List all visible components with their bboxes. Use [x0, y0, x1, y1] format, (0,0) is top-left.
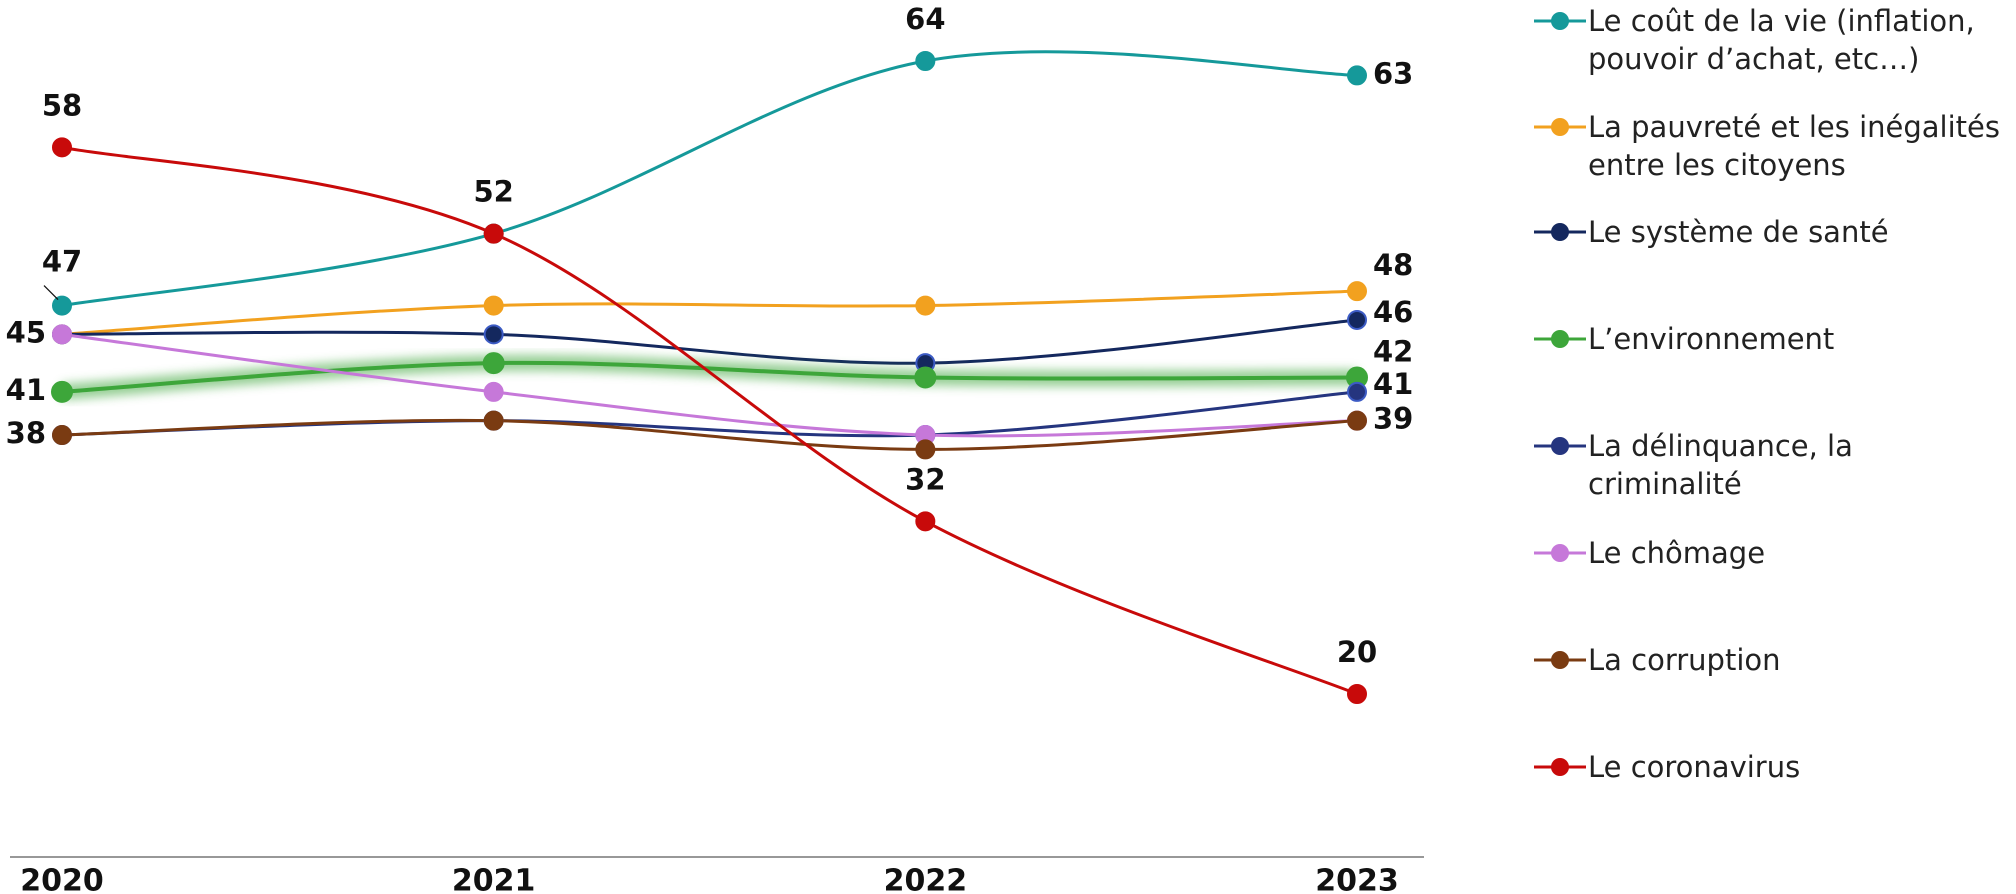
x-tick-label: 2020	[20, 864, 104, 894]
data-point	[485, 225, 503, 243]
x-tick-label: 2021	[452, 864, 536, 894]
legend-dot	[1551, 330, 1569, 348]
data-point	[916, 512, 934, 530]
series-line	[62, 420, 1357, 449]
data-label: 38	[6, 416, 46, 450]
legend-dot	[1551, 758, 1569, 776]
data-point	[916, 297, 934, 315]
legend-item: La corruption	[1532, 641, 2016, 679]
legend-label: Le système de santé	[1588, 213, 2008, 251]
series-line	[62, 363, 1357, 392]
series-line	[62, 147, 1357, 694]
legend-marker	[1532, 112, 1588, 142]
legend-marker	[1532, 645, 1588, 675]
legend-dot	[1551, 118, 1569, 136]
legend-marker	[1532, 431, 1588, 461]
data-point	[485, 383, 503, 401]
legend-item: La délinquance, la criminalité	[1532, 427, 2016, 503]
data-point	[485, 325, 503, 343]
data-point	[1348, 282, 1366, 300]
data-point	[1348, 311, 1366, 329]
data-label: 64	[905, 2, 945, 36]
data-point	[53, 138, 71, 156]
data-point	[1348, 685, 1366, 703]
data-point	[1348, 66, 1366, 84]
legend-label: Le coronavirus	[1588, 748, 2008, 786]
data-label: 58	[42, 88, 82, 122]
data-point	[916, 52, 934, 70]
legend-item: Le coronavirus	[1532, 748, 2016, 786]
legend-label: La corruption	[1588, 641, 2008, 679]
legend-label: La pauvreté et les inégalités entre les …	[1588, 108, 2008, 184]
data-label: 47	[42, 245, 82, 279]
data-point	[916, 440, 934, 458]
legend-label: L’environnement	[1588, 320, 2008, 358]
legend-item: L’environnement	[1532, 320, 2016, 358]
legend-marker	[1532, 538, 1588, 568]
data-label: 48	[1373, 248, 1413, 282]
legend-dot	[1551, 651, 1569, 669]
page: {"chart_data": {"type": "line", "categor…	[0, 0, 2016, 894]
x-tick-label: 2023	[1315, 864, 1399, 894]
legend-dot	[1551, 12, 1569, 30]
data-label: 42	[1373, 335, 1413, 369]
data-point	[1348, 383, 1366, 401]
data-label: 52	[473, 175, 513, 209]
data-point	[485, 297, 503, 315]
x-tick-label: 2022	[884, 864, 968, 894]
series-line	[62, 291, 1357, 334]
data-label: 63	[1373, 56, 1413, 90]
legend-marker	[1532, 6, 1588, 36]
data-point	[52, 382, 72, 402]
data-label: 45	[6, 315, 46, 349]
legend-dot	[1551, 544, 1569, 562]
data-point	[485, 412, 503, 430]
data-point	[1348, 412, 1366, 430]
legend-label: Le coût de la vie (inflation, pouvoir d’…	[1588, 2, 2008, 78]
series-line	[62, 392, 1357, 436]
legend-label: Le chômage	[1588, 534, 2008, 572]
legend-item: La pauvreté et les inégalités entre les …	[1532, 108, 2016, 184]
data-label: 39	[1373, 402, 1413, 436]
legend-marker	[1532, 324, 1588, 354]
data-point	[53, 297, 71, 315]
legend-marker	[1532, 752, 1588, 782]
series-line	[62, 320, 1357, 363]
leader-line	[44, 286, 58, 300]
data-label: 41	[1373, 367, 1413, 401]
data-point	[53, 426, 71, 444]
data-point	[484, 353, 504, 373]
data-point	[915, 368, 935, 388]
legend-marker	[1532, 217, 1588, 247]
series-line	[62, 52, 1357, 306]
data-point	[53, 325, 71, 343]
legend-dot	[1551, 437, 1569, 455]
legend-label: La délinquance, la criminalité	[1588, 427, 2008, 503]
legend-item: Le coût de la vie (inflation, pouvoir d’…	[1532, 2, 2016, 78]
data-label: 32	[905, 462, 945, 496]
legend-item: Le chômage	[1532, 534, 2016, 572]
data-label: 20	[1337, 635, 1377, 669]
data-label: 46	[1373, 295, 1413, 329]
data-label: 41	[6, 373, 46, 407]
legend-item: Le système de santé	[1532, 213, 2016, 251]
legend-dot	[1551, 223, 1569, 241]
